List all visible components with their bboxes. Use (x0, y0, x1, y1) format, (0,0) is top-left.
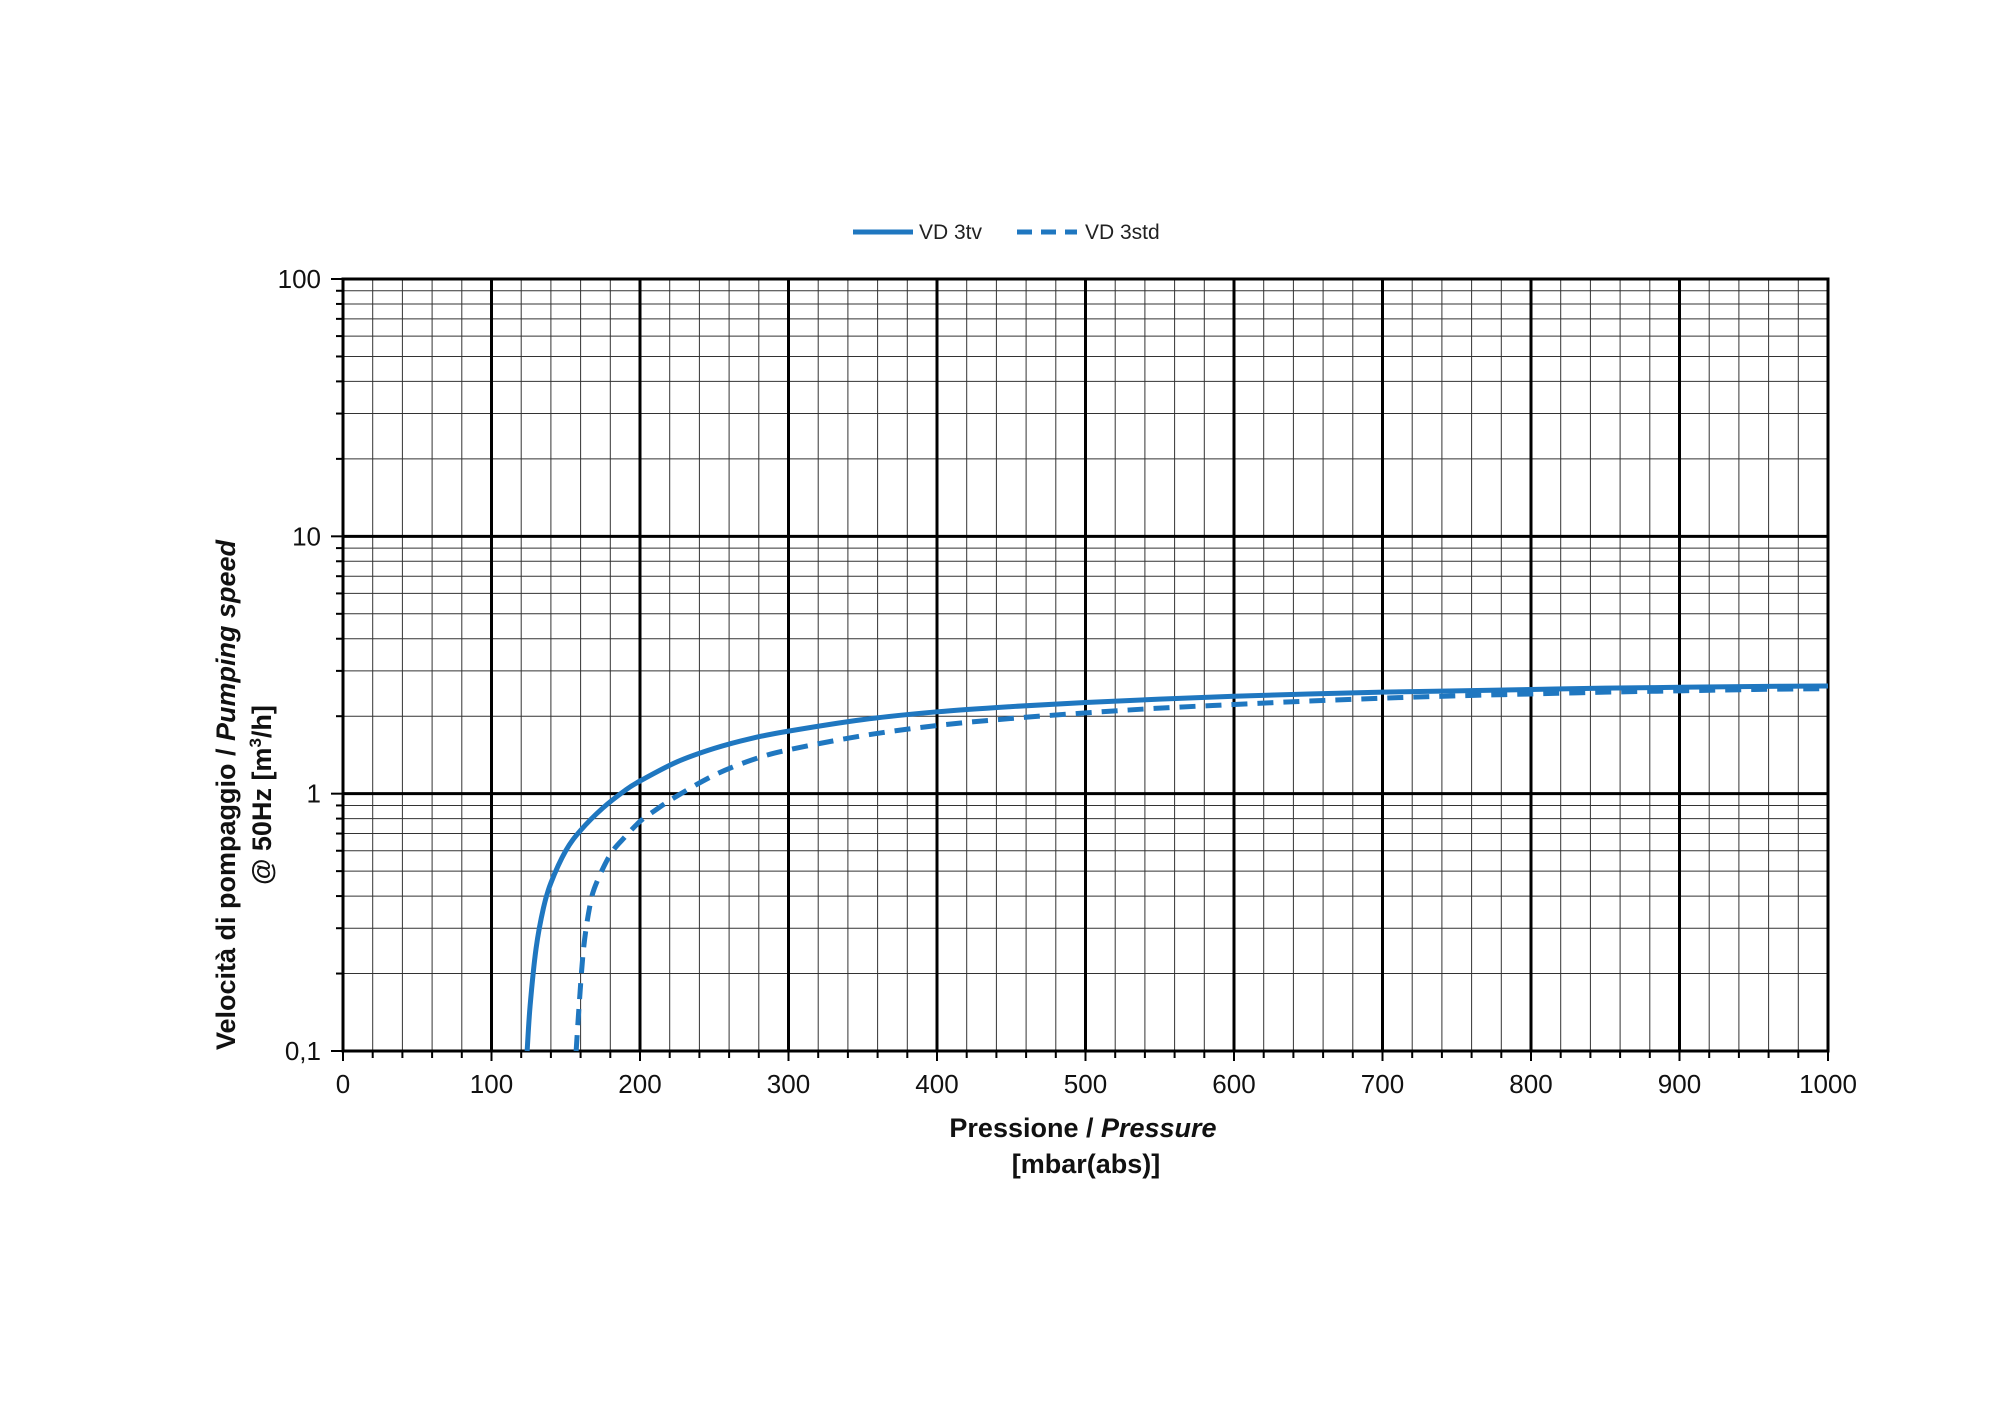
y-axis-unit-prefix: @ 50Hz [m (247, 748, 277, 885)
x-axis-unit: [mbar(abs)] (1012, 1149, 1161, 1179)
y-axis-title: Velocità di pompaggio / Pumping speed (211, 539, 241, 1050)
x-tick-label: 700 (1361, 1069, 1404, 1099)
y-axis-title-group: Velocità di pompaggio / Pumping speed @ … (211, 539, 277, 1050)
series-layer (524, 683, 1829, 1052)
major-grid (343, 279, 1828, 1051)
x-tick-label: 500 (1064, 1069, 1107, 1099)
x-axis-title-normal: Pressione / (949, 1113, 1101, 1143)
x-tick-label: 200 (618, 1069, 661, 1099)
y-axis-ticks: 0,1 1 10 100 (278, 264, 343, 1066)
y-tick-label: 10 (292, 521, 321, 551)
x-tick-label: 100 (470, 1069, 513, 1099)
series-line-vd-3tv (524, 683, 1829, 1052)
legend-label-vd3std: VD 3std (1085, 221, 1160, 244)
x-axis-title: Pressione / Pressure (949, 1113, 1216, 1143)
legend-label-vd3tv: VD 3tv (919, 221, 983, 244)
y-tick-label: 100 (278, 264, 321, 294)
x-tick-label: 300 (767, 1069, 810, 1099)
y-tick-label: 0,1 (285, 1036, 321, 1066)
x-tick-label: 600 (1212, 1069, 1255, 1099)
legend: VD 3tv VD 3std (853, 221, 1160, 244)
x-tick-label: 900 (1658, 1069, 1701, 1099)
x-axis-title-italic: Pressure (1101, 1113, 1217, 1143)
y-axis-unit-sup: 3 (246, 738, 265, 747)
x-tick-label: 800 (1509, 1069, 1552, 1099)
x-tick-label: 1000 (1799, 1069, 1857, 1099)
y-axis-unit-suffix: /h] (247, 705, 277, 738)
x-tick-label: 0 (336, 1069, 350, 1099)
y-tick-label: 1 (307, 779, 321, 809)
y-axis-title-normal: Velocità di pompaggio / (211, 741, 241, 1050)
x-axis-ticks: 0 100 200 300 400 500 600 700 800 900 1000 (336, 1051, 1857, 1099)
y-axis-unit: @ 50Hz [m3/h] (246, 705, 277, 885)
x-tick-label: 400 (915, 1069, 958, 1099)
y-axis-title-italic: Pumping speed (211, 539, 241, 741)
series-line-vd-3std (573, 686, 1829, 1052)
